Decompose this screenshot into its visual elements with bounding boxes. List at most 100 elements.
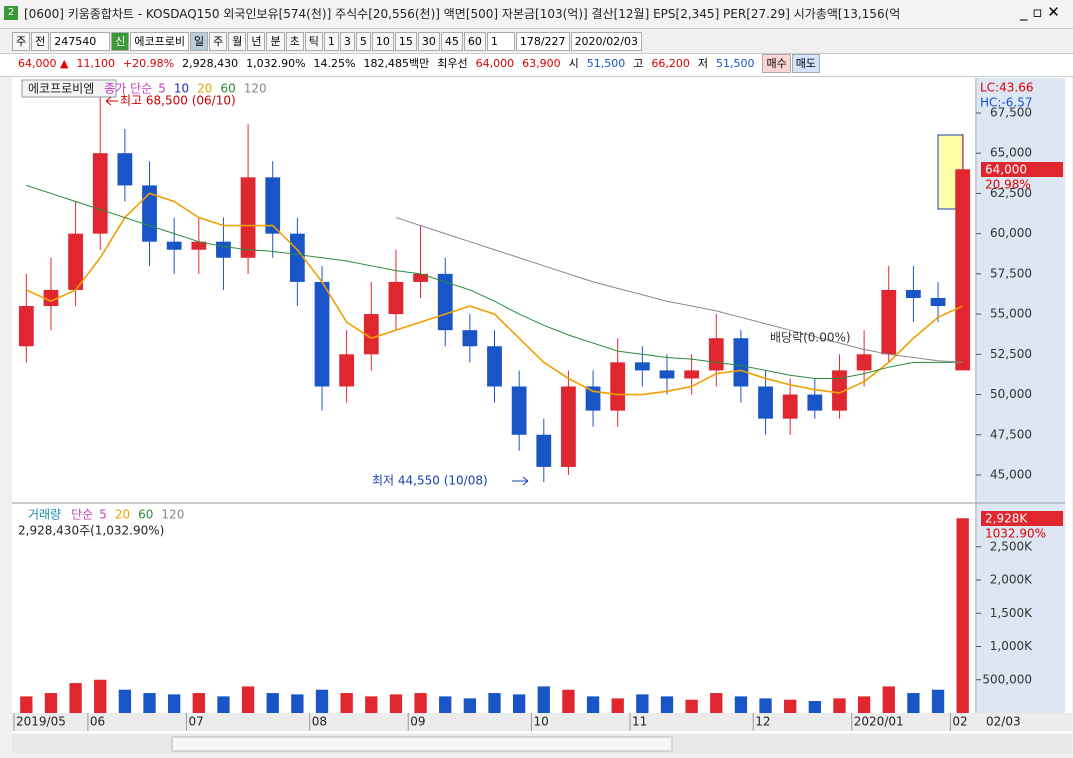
candle-body: [634, 362, 650, 371]
candle-body: [807, 394, 823, 411]
candle-body: [832, 370, 847, 411]
x-tick-label: 11: [632, 715, 647, 729]
interval-button[interactable]: 15: [394, 32, 417, 51]
x-axis-band: [12, 713, 1072, 731]
hc-label: HC:-6.57: [980, 96, 1033, 110]
candle-body: [363, 314, 379, 355]
moving-average: [25, 192, 964, 396]
volume-bar: [734, 696, 748, 713]
x-tick-label: 2019/05: [16, 715, 66, 729]
volume-bar: [168, 694, 181, 713]
window-title: [0600] 키움종합차트 - KOSDAQ150 외국인보유[574(천)] …: [24, 7, 901, 21]
title-bar: 2 [0600] 키움종합차트 - KOSDAQ150 외국인보유[574(천)…: [0, 0, 1073, 29]
y-tick-label: 57,500: [990, 266, 1032, 280]
period-button[interactable]: 일: [189, 32, 209, 51]
x-tick-label: 02/03: [986, 715, 1021, 729]
volume-bar: [562, 689, 575, 713]
volume-bar: [956, 518, 969, 713]
x-tick-label: 12: [755, 715, 770, 729]
volume-bar: [808, 701, 821, 713]
interval-button[interactable]: 1: [323, 32, 339, 51]
candle-body: [265, 177, 281, 234]
toolbar: 주 전 247540 신 에코프로비 일 주 월 년 분 초 틱 1 3 5 10 15 30 45 60 1 178/2…: [0, 30, 1073, 52]
chart-background: [12, 77, 1072, 733]
moving-average: [395, 217, 963, 363]
interval-button[interactable]: 5: [355, 32, 371, 51]
date-input[interactable]: 2020/02/03: [570, 32, 642, 51]
annotation: 최저 44,550 (10/08): [372, 474, 488, 488]
volume-bar: [315, 689, 329, 713]
candle-body: [881, 289, 897, 355]
interval-button[interactable]: 45: [440, 32, 463, 51]
y-tick-label: 45,000: [990, 467, 1032, 481]
candle-body: [68, 233, 83, 290]
period-button[interactable]: 주: [209, 32, 228, 51]
volume-bar: [784, 699, 797, 713]
interval-button[interactable]: 60: [463, 32, 486, 51]
volume-bar: [660, 696, 674, 713]
candle-body: [487, 346, 502, 387]
interval-button[interactable]: 10: [371, 32, 394, 51]
y-tick-label: 52,500: [990, 347, 1032, 361]
legend-item: 120: [161, 508, 184, 522]
y-tick-label: 55,000: [990, 307, 1032, 321]
stock-name: 에코프로비: [130, 32, 189, 51]
window-controls[interactable]: _ ▫ ✕: [1020, 3, 1060, 21]
x-tick-label: 10: [533, 715, 548, 729]
buy-button[interactable]: 매수: [762, 54, 791, 73]
candle-body: [585, 386, 601, 411]
price: 64,000 ▲: [18, 57, 69, 70]
volume-bar: [611, 698, 624, 713]
volume-bar: [414, 693, 427, 713]
interval-button[interactable]: 30: [417, 32, 440, 51]
volume: 2,928,430: [182, 57, 239, 70]
candle-body: [191, 241, 207, 250]
prev-button[interactable]: 전: [31, 32, 50, 51]
moving-average: [26, 184, 963, 379]
open: 51,500: [586, 57, 626, 70]
legend-item: 60: [220, 82, 235, 96]
y-tick-label: 50,000: [990, 387, 1032, 401]
volume-bar: [537, 686, 550, 713]
candle-body: [511, 386, 527, 435]
volume-bar: [710, 693, 723, 713]
legend-item: 20: [115, 508, 130, 522]
volume-bar: [463, 698, 477, 713]
candle-body: [339, 354, 355, 387]
volume-bar: [266, 693, 279, 713]
period-button[interactable]: 월: [228, 32, 247, 51]
volume-rate: 1,032.90%: [246, 57, 306, 70]
legend-prefix: 종가 단순: [104, 82, 152, 96]
volume-bar: [118, 689, 132, 713]
candle-body: [782, 394, 798, 419]
candle-body: [142, 185, 157, 242]
volume-bar: [94, 679, 107, 713]
current-box: [981, 511, 1063, 526]
panel-label: 에코프로비엠: [28, 82, 94, 96]
candle-body: [43, 289, 59, 307]
period-button[interactable]: 년: [247, 32, 266, 51]
market-button[interactable]: 주: [12, 32, 31, 51]
volume-bar: [759, 698, 772, 713]
y-tick-label: 62,500: [990, 186, 1032, 200]
axis-background: [977, 78, 1065, 713]
scroll-thumb[interactable]: [171, 736, 673, 752]
legend-item: 5: [99, 508, 107, 522]
x-tick-label: 02: [952, 715, 967, 729]
volume-bar: [882, 686, 895, 713]
y-tick-label: 67,500: [990, 105, 1032, 119]
code-input[interactable]: 247540: [50, 32, 111, 51]
period-button[interactable]: 분: [266, 32, 285, 51]
sell-button[interactable]: 매도: [791, 54, 820, 73]
high: 66,200: [651, 57, 690, 70]
period-button[interactable]: 틱: [304, 32, 323, 51]
candle-body: [733, 338, 749, 387]
open-label: 시: [568, 57, 579, 70]
count-input[interactable]: 1: [486, 32, 515, 51]
annotation: 배당락(0.00%): [770, 331, 851, 345]
interval-button[interactable]: 3: [339, 32, 355, 51]
amount: 182,485백만: [363, 57, 430, 70]
candle-body: [314, 281, 330, 387]
period-button[interactable]: 초: [285, 32, 304, 51]
